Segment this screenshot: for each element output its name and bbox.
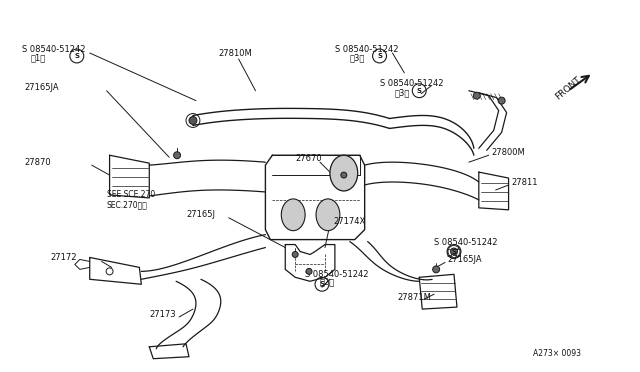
Text: （2）: （2）	[447, 247, 462, 256]
Text: S 08540-51242: S 08540-51242	[305, 270, 369, 279]
Ellipse shape	[330, 155, 358, 191]
Circle shape	[173, 152, 180, 159]
Text: S 08540-51242: S 08540-51242	[22, 45, 86, 54]
Circle shape	[292, 251, 298, 257]
Text: S: S	[451, 248, 456, 254]
Circle shape	[433, 266, 440, 273]
Text: 27670: 27670	[295, 154, 322, 163]
Text: S: S	[319, 281, 324, 287]
Circle shape	[189, 116, 197, 125]
Text: （3）: （3）	[350, 54, 365, 62]
Text: S 08540-51242: S 08540-51242	[380, 79, 443, 88]
Ellipse shape	[316, 199, 340, 231]
Text: SEC.270参照: SEC.270参照	[107, 201, 147, 209]
Text: A273× 0093: A273× 0093	[533, 349, 581, 358]
Text: S 08540-51242: S 08540-51242	[335, 45, 398, 54]
Circle shape	[498, 97, 505, 104]
Text: 27165J: 27165J	[186, 210, 215, 219]
Text: 27165JA: 27165JA	[447, 255, 482, 264]
Text: （1）: （1）	[30, 54, 45, 62]
Text: S: S	[74, 53, 79, 59]
Text: 27172: 27172	[50, 253, 77, 262]
Text: SEE SCE.270: SEE SCE.270	[107, 190, 155, 199]
Circle shape	[306, 268, 312, 274]
Text: 27811: 27811	[511, 177, 538, 186]
Text: 27871M: 27871M	[397, 293, 431, 302]
Text: S 08540-51242: S 08540-51242	[434, 238, 498, 247]
Text: 27165JA: 27165JA	[24, 83, 59, 92]
Text: （2）: （2）	[320, 278, 335, 287]
Circle shape	[341, 172, 347, 178]
Text: 27800M: 27800M	[492, 148, 525, 157]
Text: 27810M: 27810M	[219, 49, 253, 58]
Text: 27173: 27173	[149, 310, 176, 318]
Text: 27870: 27870	[24, 158, 51, 167]
Circle shape	[451, 248, 458, 255]
Text: S: S	[417, 88, 422, 94]
Text: （3）: （3）	[394, 88, 410, 97]
Ellipse shape	[282, 199, 305, 231]
Circle shape	[474, 92, 480, 99]
Text: FRONT: FRONT	[553, 76, 582, 102]
Text: S: S	[377, 53, 382, 59]
Text: 27174X: 27174X	[333, 217, 365, 226]
